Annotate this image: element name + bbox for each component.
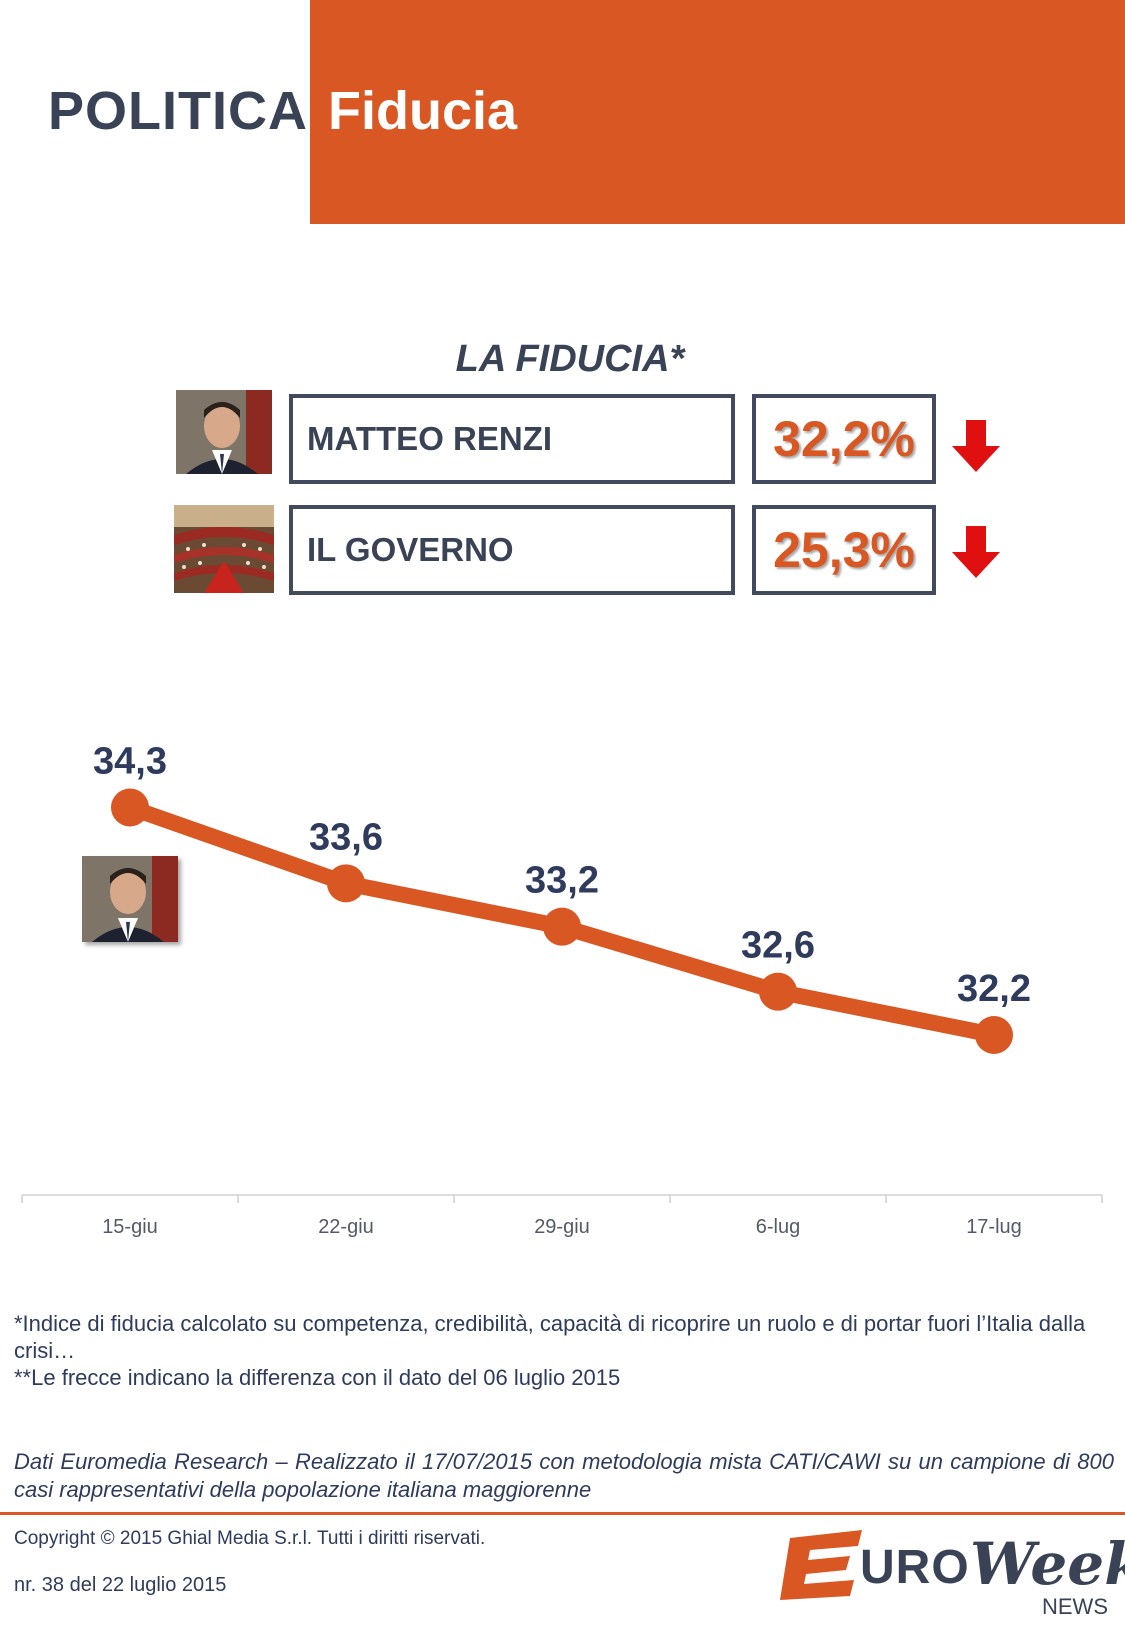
data-point-17-lug bbox=[975, 1016, 1013, 1054]
page-title: Fiducia bbox=[328, 81, 518, 141]
parliament-chamber-icon bbox=[174, 505, 274, 593]
data-label-22-giu: 33,6 bbox=[309, 816, 383, 858]
footnotes: *Indice di fiducia calcolato su competen… bbox=[14, 1310, 1114, 1391]
logo-part-1: URO bbox=[860, 1541, 970, 1594]
renzi-name: MATTEO RENZI bbox=[307, 420, 553, 457]
euroweek-logo: URO Week NEWS bbox=[780, 1520, 1125, 1620]
x-tick-label-29-giu: 29-giu bbox=[534, 1216, 590, 1238]
data-point-29-giu bbox=[543, 907, 581, 946]
governo-value-box: 25,3% bbox=[752, 505, 936, 595]
section-label: POLITICA bbox=[48, 81, 308, 141]
copyright-text: Copyright © 2015 Ghial Media S.r.l. Tutt… bbox=[14, 1528, 486, 1549]
renzi-name-box: MATTEO RENZI bbox=[289, 394, 735, 484]
data-label-29-giu: 33,2 bbox=[525, 860, 599, 902]
data-label-15-giu: 34,3 bbox=[93, 741, 167, 783]
title-banner: Fiducia bbox=[310, 0, 1125, 224]
logo-part-3: NEWS bbox=[1042, 1594, 1108, 1619]
footnote-2: **Le frecce indicano la differenza con i… bbox=[14, 1365, 621, 1390]
data-label-17-lug: 32,2 bbox=[957, 968, 1031, 1010]
source-note: Dati Euromedia Research – Realizzato il … bbox=[14, 1449, 1114, 1502]
x-tick-label-22-giu: 22-giu bbox=[318, 1216, 374, 1238]
renzi-value-box: 32,2% bbox=[752, 394, 936, 484]
footnote-1: *Indice di fiducia calcolato su competen… bbox=[14, 1311, 1086, 1363]
data-point-15-giu bbox=[111, 788, 149, 827]
renzi-value: 32,2% bbox=[773, 411, 915, 467]
logo-part-2: Week bbox=[970, 1530, 1125, 1598]
arrow-down-icon bbox=[952, 526, 1000, 578]
governo-value: 25,3% bbox=[773, 522, 915, 578]
x-tick-label-15-giu: 15-giu bbox=[102, 1216, 158, 1238]
renzi-portrait-icon bbox=[176, 390, 272, 474]
governo-name: IL GOVERNO bbox=[307, 531, 514, 568]
summary-heading: LA FIDUCIA* bbox=[455, 338, 685, 380]
data-label-6-lug: 32,6 bbox=[741, 925, 815, 967]
governo-name-box: IL GOVERNO bbox=[289, 505, 735, 595]
issue-number: nr. 38 del 22 luglio 2015 bbox=[14, 1574, 227, 1596]
renzi-portrait-icon bbox=[82, 856, 178, 942]
euroweek-e-icon bbox=[780, 1530, 862, 1600]
trust-line-chart: 34,3 33,6 33,2 32,6 32,2 15-giu 22-giu 29-giu 6… bbox=[21, 741, 1103, 1238]
data-point-6-lug bbox=[759, 972, 797, 1011]
footer-divider bbox=[0, 1512, 1125, 1515]
data-point-22-giu bbox=[327, 864, 365, 903]
x-tick-label-17-lug: 17-lug bbox=[966, 1216, 1022, 1238]
x-tick-label-6-lug: 6-lug bbox=[756, 1216, 800, 1238]
arrow-down-icon bbox=[952, 420, 1000, 472]
